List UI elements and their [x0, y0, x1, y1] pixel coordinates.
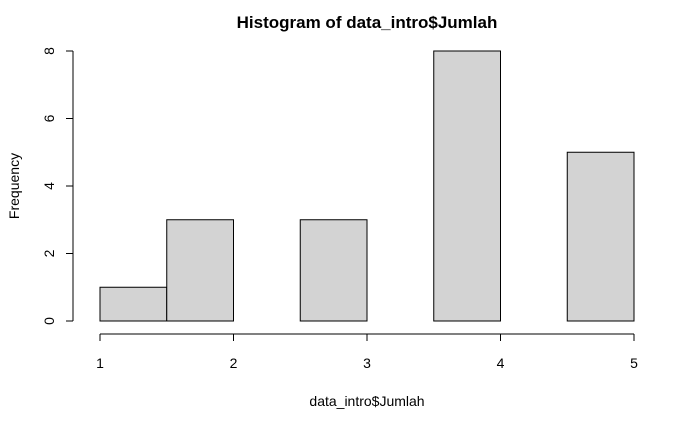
x-tick-label-4: 5 — [630, 355, 638, 371]
histogram-bar-3 — [299, 219, 368, 322]
histogram-bar-7 — [566, 151, 635, 322]
histogram-bar-5 — [433, 50, 501, 322]
y-tick-label-0: 0 — [41, 317, 57, 325]
x-axis-label: data_intro$Jumlah — [309, 393, 424, 409]
y-tick-label-2: 4 — [41, 182, 57, 190]
x-tick-label-2: 3 — [363, 355, 371, 371]
x-tick-label-0: 1 — [96, 355, 104, 371]
y-axis-label: Frequency — [6, 153, 22, 219]
y-tick-label-3: 6 — [41, 114, 57, 122]
y-tick-label-1: 2 — [41, 249, 57, 257]
histogram-bar-0 — [99, 286, 168, 322]
histogram-bar-1 — [166, 219, 234, 322]
x-axis: 1 2 3 4 5 — [96, 333, 638, 371]
chart-title: Histogram of data_intro$Jumlah — [237, 13, 498, 32]
x-tick-label-3: 4 — [497, 355, 505, 371]
x-tick-label-1: 2 — [230, 355, 238, 371]
y-axis: 0 2 4 6 8 — [41, 47, 74, 325]
y-tick-label-4: 8 — [41, 47, 57, 55]
bars-group — [99, 50, 635, 322]
